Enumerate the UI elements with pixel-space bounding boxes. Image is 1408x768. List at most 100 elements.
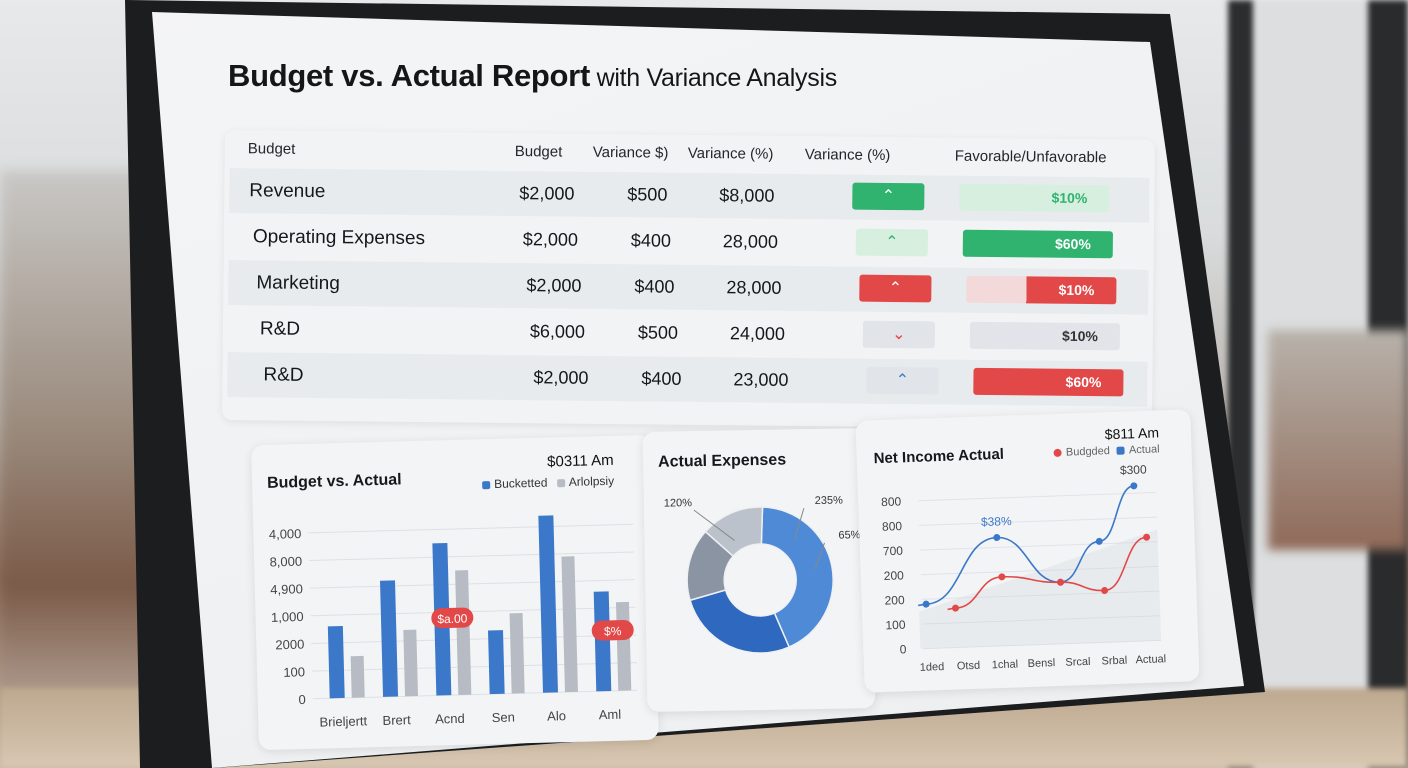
legend-label: Actual bbox=[1128, 443, 1160, 457]
budget-cell: $2,000 bbox=[526, 275, 582, 296]
y-tick-label: 8,000 bbox=[269, 554, 302, 570]
variance-pct-cell: 28,000 bbox=[726, 277, 782, 298]
y-tick-label: 200 bbox=[884, 568, 905, 583]
legend: Bucketted Arlolpsiy bbox=[482, 474, 614, 491]
card-title: Net Income Actual bbox=[873, 445, 1005, 468]
x-tick-label: 1chal bbox=[992, 658, 1019, 671]
donut-chart: 235% 65% 120% bbox=[664, 495, 861, 654]
table-row[interactable]: R&D $2,000 $400 23,000 ⌃ $60% bbox=[227, 352, 1148, 407]
header-variance-pct: Variance (%) bbox=[687, 144, 774, 163]
x-tick-label: 1ded bbox=[920, 661, 945, 674]
x-tick-label: Acnd bbox=[435, 711, 465, 727]
variance-pct-cell: 24,000 bbox=[729, 323, 786, 344]
data-point bbox=[1143, 533, 1151, 541]
variance-dollar-cell: $400 bbox=[630, 230, 672, 251]
bar-actual bbox=[403, 629, 419, 697]
header-budget: Budget bbox=[514, 143, 563, 161]
header-variance-pct-2: Variance (%) bbox=[804, 146, 891, 164]
donut-slice bbox=[760, 506, 834, 648]
gridline bbox=[309, 551, 635, 561]
variance-dollar-cell: $500 bbox=[637, 322, 679, 343]
gridline bbox=[310, 606, 636, 617]
budget-cell: $2,000 bbox=[533, 367, 589, 388]
table-row[interactable]: Marketing $2,000 $400 28,000 ⌃ $10% bbox=[228, 260, 1149, 315]
line-chart: 0 100 200 200 700 800 800 1ded Otsd 1chal Bensl Src… bbox=[881, 462, 1166, 674]
leader-line bbox=[814, 542, 826, 570]
gridline bbox=[309, 579, 635, 589]
table-row[interactable]: Operating Expenses $2,000 $400 28,000 ⌃ … bbox=[229, 214, 1149, 269]
y-tick-label: 800 bbox=[881, 494, 902, 509]
x-tick-label: Brert bbox=[382, 712, 411, 728]
budget-cell: $6,000 bbox=[529, 321, 586, 342]
actual-expenses-card: Actual Expenses 235% 65% 120% bbox=[642, 428, 876, 712]
x-tick-label: Bensl bbox=[1027, 657, 1055, 670]
leader-line bbox=[693, 509, 735, 541]
favorable-badge: $10% bbox=[969, 321, 1121, 351]
donut-slice bbox=[689, 589, 791, 654]
chevron-up-icon: ⌃ bbox=[855, 228, 928, 257]
table-row[interactable]: Revenue $2,000 $500 $8,000 ⌃ $10% bbox=[229, 168, 1150, 223]
variance-pct-cell: 28,000 bbox=[722, 231, 779, 252]
annotation-label: $38% bbox=[981, 514, 1012, 529]
y-tick-label: 700 bbox=[883, 544, 904, 559]
annotation-badge bbox=[591, 619, 634, 641]
row-label: Revenue bbox=[249, 180, 326, 203]
y-tick-label: 100 bbox=[283, 664, 305, 680]
y-tick-label: 1,000 bbox=[271, 609, 304, 625]
row-label: Operating Expenses bbox=[252, 226, 426, 250]
title-main: Budget vs. Actual Report bbox=[228, 58, 590, 93]
variance-dollar-cell: $400 bbox=[641, 368, 682, 389]
x-tick-label: Sen bbox=[492, 709, 516, 725]
card-corner-value: $811 Am bbox=[1104, 424, 1160, 443]
budget-cell: $2,000 bbox=[519, 183, 575, 204]
gridline bbox=[311, 662, 637, 672]
x-tick-label: Brieljertt bbox=[319, 713, 367, 729]
variance-dollar-cell: $400 bbox=[634, 276, 675, 297]
legend-label: Budgded bbox=[1065, 445, 1111, 459]
bar-budget bbox=[327, 626, 345, 699]
legend-red-icon bbox=[1053, 448, 1063, 458]
x-tick-label: Alo bbox=[547, 708, 566, 723]
legend-label: Arlolpsiy bbox=[568, 473, 615, 489]
title-sub: with Variance Analysis bbox=[589, 64, 838, 92]
slice-label: 120% bbox=[664, 497, 693, 509]
card-title: Actual Expenses bbox=[657, 451, 787, 471]
header-label: Budget bbox=[247, 140, 296, 158]
card-title: Budget vs. Actual bbox=[266, 471, 402, 492]
leader-line bbox=[793, 508, 805, 540]
annotation-label: $300 bbox=[1120, 462, 1147, 477]
y-tick-label: 100 bbox=[885, 618, 906, 633]
chevron-down-icon: ⌄ bbox=[862, 320, 936, 349]
data-point bbox=[1095, 537, 1103, 545]
gridline bbox=[919, 541, 1158, 551]
gridline bbox=[312, 689, 638, 700]
budget-vs-actual-card: Budget vs. Actual $0311 Am Bucketted Arl… bbox=[251, 434, 659, 751]
slice-label: 235% bbox=[815, 495, 844, 507]
x-tick-label: Actual bbox=[1135, 653, 1166, 666]
bar-budget bbox=[593, 591, 612, 692]
row-label: Marketing bbox=[256, 272, 340, 295]
favorable-badge: $10% bbox=[966, 275, 1117, 305]
legend-label: Bucketted bbox=[493, 475, 548, 491]
variance-pct-cell: $8,000 bbox=[719, 185, 775, 206]
x-tick-label: Aml bbox=[599, 707, 622, 723]
favorable-badge: $60% bbox=[962, 229, 1113, 259]
variance-pct-cell: 23,000 bbox=[733, 369, 789, 390]
bar-actual bbox=[615, 601, 632, 691]
legend-blue-icon bbox=[1116, 446, 1126, 455]
legend: Budgded Actual bbox=[1053, 443, 1160, 459]
page-title: Budget vs. Actual Report with Variance A… bbox=[228, 58, 837, 94]
y-tick-label: 2000 bbox=[275, 637, 304, 653]
background-building-right bbox=[1268, 330, 1408, 550]
row-label: R&D bbox=[263, 364, 304, 386]
annotation-label: $a.00 bbox=[437, 611, 468, 626]
data-point bbox=[998, 573, 1006, 581]
area-fill bbox=[919, 529, 1162, 649]
variance-dollar-cell: $500 bbox=[627, 184, 668, 205]
bar-actual bbox=[350, 655, 365, 698]
y-tick-label: 200 bbox=[884, 593, 905, 608]
bar-actual bbox=[509, 613, 525, 694]
y-tick-label: 0 bbox=[899, 642, 906, 656]
table-row[interactable]: R&D $6,000 $500 24,000 ⌄ $10% bbox=[228, 306, 1148, 361]
row-label: R&D bbox=[259, 318, 301, 340]
